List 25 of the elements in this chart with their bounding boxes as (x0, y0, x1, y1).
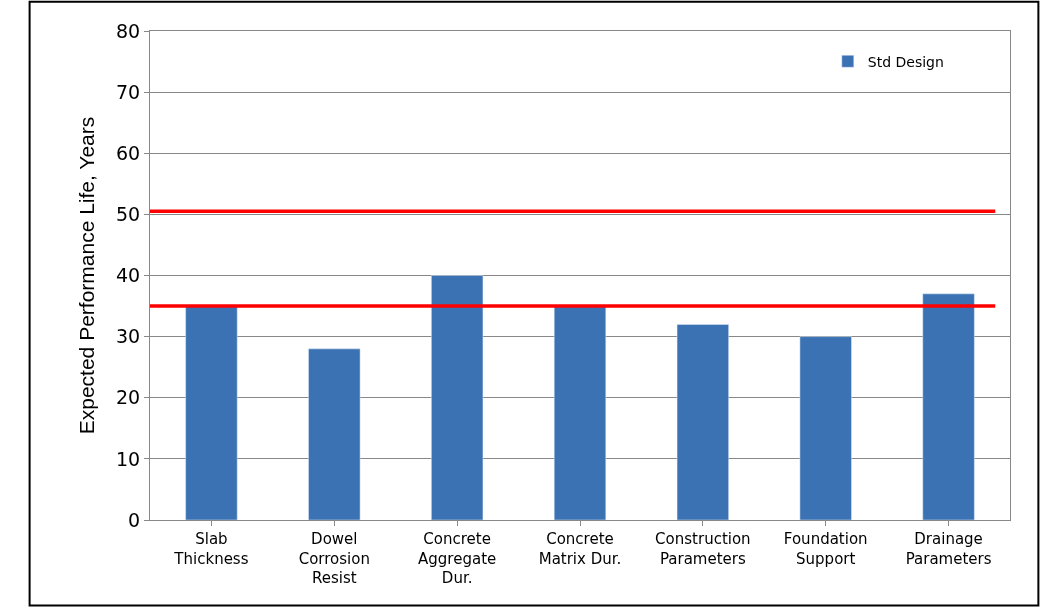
bar (799, 336, 852, 520)
bar (431, 275, 484, 520)
y-tick-label: 70 (116, 80, 141, 103)
x-tick-label: Concrete Matrix Dur. (538, 530, 622, 568)
y-tick-label: 20 (116, 386, 141, 409)
x-tick-label: Slab Thickness (173, 530, 249, 568)
x-tick-label: Foundation Support (783, 530, 868, 568)
y-tick-label: 0 (128, 508, 141, 531)
y-axis-title: Expected Performance Life, Years (75, 116, 99, 435)
x-tick-label: Concrete Aggregate Dur. (418, 530, 497, 587)
y-tick-label: 60 (116, 141, 141, 164)
y-tick-label: 80 (116, 19, 141, 42)
bar (922, 293, 975, 520)
y-tick-label: 40 (116, 264, 141, 287)
y-tick-label: 50 (116, 203, 141, 226)
x-tick-label: Drainage Parameters (905, 530, 992, 568)
bar (676, 324, 729, 520)
bar (553, 305, 607, 520)
bar (185, 305, 238, 520)
x-tick-label: Dowel Corrosion Resist (298, 530, 370, 587)
y-tick-label: 10 (116, 447, 141, 470)
legend-label: Std Design (867, 53, 944, 70)
x-tick-label: Construction Parameters (655, 530, 751, 568)
bar (308, 348, 361, 520)
y-tick-label: 30 (116, 325, 141, 348)
